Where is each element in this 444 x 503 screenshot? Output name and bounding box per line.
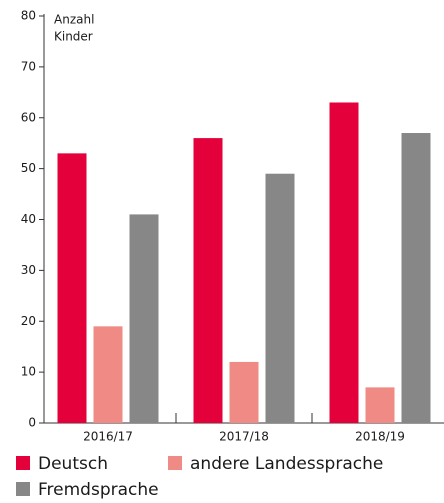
y-tick-label: 60 (21, 110, 36, 124)
x-tick-label: 2017/18 (219, 430, 269, 444)
legend-label: Fremdsprache (38, 480, 159, 499)
x-tick-label: 2016/17 (83, 430, 133, 444)
bar (365, 387, 395, 423)
bar (57, 153, 87, 424)
y-tick-label: 40 (21, 212, 36, 226)
bar (401, 133, 431, 423)
bar (93, 326, 123, 423)
y-tick-label: 0 (28, 416, 36, 430)
y-axis-label: Kinder (54, 30, 93, 44)
bar (265, 173, 295, 423)
bar (193, 138, 223, 423)
bar (129, 214, 159, 423)
bar (329, 102, 359, 424)
legend-swatch (16, 456, 30, 470)
y-tick-label: 80 (21, 9, 36, 23)
bar (229, 361, 259, 423)
legend-label: Deutsch (38, 454, 108, 474)
legend-label: andere Landessprache (190, 454, 383, 474)
y-tick-label: 50 (21, 161, 36, 175)
legend-swatch (16, 482, 30, 496)
legend-swatch (168, 456, 182, 470)
x-tick-label: 2018/19 (355, 430, 405, 444)
y-tick-label: 30 (21, 263, 36, 277)
y-tick-label: 70 (21, 59, 36, 73)
y-tick-label: 20 (21, 314, 36, 328)
y-axis-label: Anzahl (54, 13, 94, 27)
y-tick-label: 10 (21, 365, 36, 379)
